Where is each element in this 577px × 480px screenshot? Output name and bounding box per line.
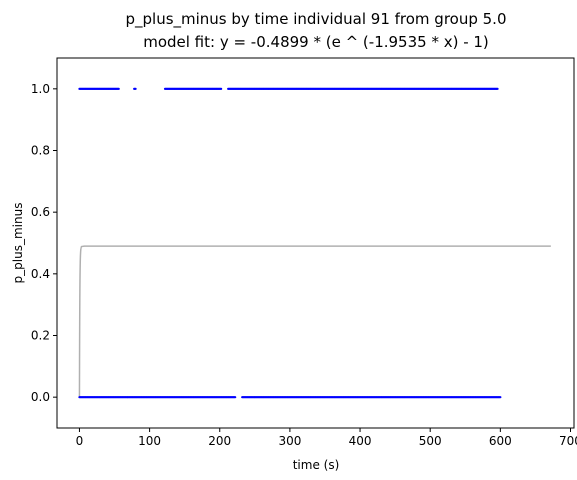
x-axis-label: time (s) [293, 458, 340, 472]
model-fit-line [78, 245, 551, 398]
chart-title: p_plus_minus by time individual 91 from … [125, 10, 506, 29]
x-axis: 0 100 200 300 400 500 600 700 [76, 428, 577, 448]
y-tick-label: 0.8 [31, 144, 50, 158]
fit-line-layer [78, 245, 551, 398]
y-tick-label: 0.4 [31, 267, 50, 281]
x-tick-label: 200 [208, 434, 231, 448]
y-tick-label: 1.0 [31, 82, 50, 96]
x-tick-label: 0 [76, 434, 84, 448]
plot-area [78, 87, 551, 399]
y-axis: 0.0 0.2 0.4 0.6 0.8 1.0 [31, 82, 57, 404]
data-point [220, 87, 223, 90]
x-tick-label: 700 [559, 434, 577, 448]
y-tick-label: 0.2 [31, 329, 50, 343]
x-tick-label: 500 [419, 434, 442, 448]
data-point [234, 396, 237, 399]
x-tick-label: 400 [349, 434, 372, 448]
y-tick-label: 0.0 [31, 390, 50, 404]
chart-subtitle: model fit: y = -0.4899 * (e ^ (-1.9535 *… [143, 33, 489, 51]
points-layer [78, 87, 502, 399]
data-point [499, 396, 502, 399]
y-tick-label: 0.6 [31, 205, 50, 219]
x-tick-label: 100 [138, 434, 161, 448]
data-point [117, 87, 120, 90]
y-axis-label: p_plus_minus [11, 203, 25, 284]
x-tick-label: 600 [489, 434, 512, 448]
x-tick-label: 300 [278, 434, 301, 448]
axes-frame [56, 57, 575, 429]
data-point [496, 87, 499, 90]
data-point [134, 87, 137, 90]
